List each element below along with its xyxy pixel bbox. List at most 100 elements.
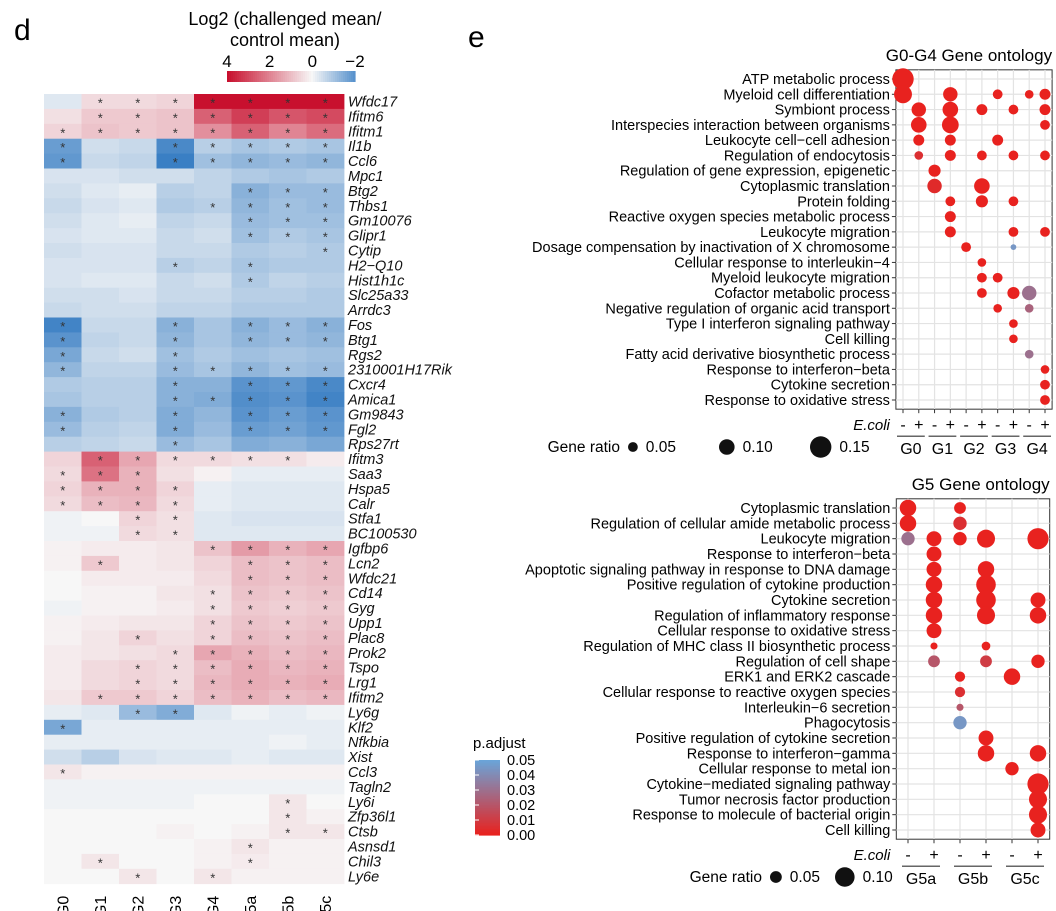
significance-star: *: [248, 319, 253, 334]
dot: [1040, 395, 1050, 405]
heatmap-cell: [81, 853, 120, 870]
heatmap-cell: [44, 153, 82, 169]
heatmap-cell: [194, 406, 232, 423]
heatmap-cell: [44, 347, 82, 363]
heatmap-cell: [156, 660, 195, 676]
dot: [925, 576, 943, 593]
heatmap-cell: [231, 704, 270, 721]
heatmap-cell: [269, 585, 307, 601]
heatmap-cell: [119, 213, 157, 229]
p-adjust-gradient-step: [475, 770, 500, 773]
heatmap-cell: [156, 809, 195, 825]
significance-star: *: [248, 423, 253, 438]
legend-gradient-step: [335, 71, 338, 82]
go-term-label: Cytoplasmic translation: [740, 179, 890, 195]
legend-gradient-step: [351, 71, 354, 82]
dot: [1029, 745, 1047, 762]
heatmap-cell: [44, 466, 82, 482]
heatmap-cell: [306, 809, 345, 825]
column-label: G2: [131, 896, 148, 911]
gene-label: Gyg: [348, 601, 375, 617]
go-term-label: Regulation of inflammatory response: [654, 608, 890, 624]
heatmap-cell: [231, 168, 270, 184]
gene-label: Calr: [348, 497, 376, 513]
legend-gradient-step: [293, 71, 296, 82]
heatmap-cell: [119, 466, 157, 482]
heatmap-cell: [119, 794, 157, 810]
heatmap-cell: [231, 481, 270, 497]
heatmap-cell: [231, 317, 270, 333]
dot: [892, 68, 914, 90]
dot: [1024, 89, 1034, 99]
heatmap-cell: [81, 243, 120, 259]
dot: [977, 561, 995, 578]
p-adjust-tick-label: 0.00: [507, 828, 535, 844]
gene-label: Klf2: [348, 720, 373, 736]
significance-star: *: [323, 125, 328, 140]
heatmap-cell: [119, 243, 157, 259]
significance-star: *: [285, 95, 290, 110]
go-term-label: Interleukin−6 secretion: [744, 700, 890, 716]
heatmap-cell: [119, 809, 157, 825]
significance-star: *: [323, 423, 328, 438]
heatmap-cell: [156, 302, 195, 318]
p-adjust-gradient-step: [475, 773, 500, 776]
dot: [954, 671, 966, 682]
legend-gradient-step: [227, 71, 230, 82]
heatmap-cell: [156, 332, 195, 348]
heatmap-cell: [269, 511, 307, 527]
heatmap-cell: [306, 243, 345, 259]
heatmap-cell: [194, 94, 232, 110]
heatmap-cell: [119, 123, 157, 140]
heatmap-cell: [194, 496, 232, 512]
legend-gradient-step: [283, 71, 286, 82]
heatmap-cell: [119, 749, 157, 765]
dot: [1027, 528, 1049, 550]
heatmap-cell: [156, 511, 195, 527]
p-adjust-gradient-step: [475, 800, 500, 803]
heatmap-cell: [269, 451, 307, 467]
legend-gradient-step: [229, 71, 232, 82]
heatmap-cell: [306, 630, 345, 646]
significance-star: *: [248, 677, 253, 692]
dot: [928, 164, 941, 177]
heatmap-cell: [44, 138, 82, 154]
heatmap-cell: [44, 377, 82, 393]
significance-star: *: [323, 244, 328, 259]
heatmap-cell: [231, 511, 270, 527]
dot: [926, 561, 942, 577]
heatmap-cell: [306, 600, 345, 616]
significance-star: *: [285, 826, 290, 841]
p-adjust-tick-label: 0.04: [507, 768, 535, 784]
significance-star: *: [135, 125, 140, 140]
go-term-label: Cytokine secretion: [771, 593, 890, 609]
legend-gradient-step: [333, 71, 336, 82]
heatmap-cell: [306, 183, 345, 199]
go-term-label: Cofactor metabolic process: [714, 286, 890, 302]
heatmap-cell: [269, 526, 307, 542]
p-adjust-gradient-step: [475, 779, 500, 782]
p-adjust-gradient-step: [475, 767, 500, 770]
heatmap-cell: [156, 585, 195, 601]
go-term-label: Tumor necrosis factor production: [679, 792, 890, 808]
significance-star: *: [210, 870, 215, 885]
significance-star: *: [210, 364, 215, 379]
significance-star: *: [135, 706, 140, 721]
heatmap-cell: [44, 362, 82, 378]
p-adjust-gradient-step: [475, 821, 500, 824]
dot: [894, 85, 912, 104]
heatmap-cell: [81, 839, 120, 855]
heatmap-cell: [269, 615, 307, 631]
ecoli-sign: +: [1009, 417, 1018, 434]
heatmap-legend-title-2: control mean): [230, 30, 340, 50]
heatmap-cell: [119, 511, 157, 527]
heatmap-cell: [269, 198, 307, 214]
p-adjust-gradient-step: [475, 817, 500, 820]
group-label: G1: [932, 441, 953, 458]
heatmap-cell: [231, 183, 270, 199]
p-adjust-tick-label: 0.01: [507, 813, 535, 829]
significance-star: *: [285, 811, 290, 826]
p-adjust-gradient-step: [475, 809, 500, 812]
dot: [1027, 773, 1049, 795]
